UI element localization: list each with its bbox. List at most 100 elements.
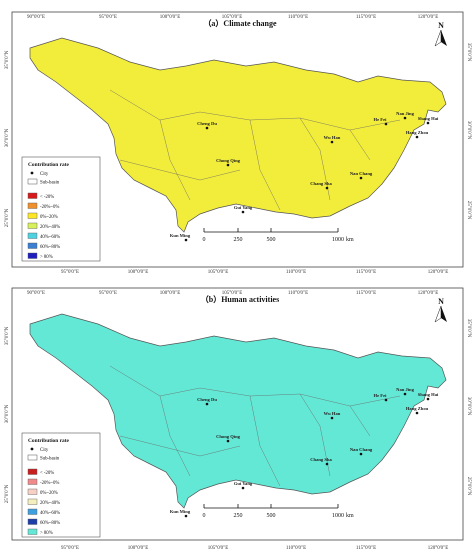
legend-class-label: 60%~80%	[40, 521, 60, 526]
city-label: Chong Qing	[216, 158, 241, 163]
city-dot	[325, 462, 329, 466]
city-label: Chang Sha	[310, 457, 332, 462]
legend-class-label: 20%~40%	[40, 225, 60, 230]
city-dot	[403, 116, 407, 120]
legend-sub-basin: Sub-basin	[40, 181, 60, 186]
city-dot	[226, 439, 230, 443]
scale-1000: 1000	[332, 513, 344, 519]
legend-swatch	[27, 508, 38, 515]
panel-human-activities: （b）Human activities	[5, 287, 471, 550]
city-markers: Cheng Du Chong Qing Gui Yang Kun Ming Wu Han…	[170, 111, 439, 242]
legend-class-label: 0%~20%	[40, 491, 58, 496]
left-tick-label: 25°0'0"N	[5, 484, 10, 503]
legend-swatch	[27, 468, 38, 475]
city-dot	[205, 402, 209, 406]
scale-1000: 1000	[332, 237, 344, 243]
city-dot	[359, 176, 363, 180]
city-label: Wu Han	[324, 411, 341, 416]
city-label: Kun Ming	[170, 233, 191, 238]
legend-class-label: 20%~40%	[40, 501, 60, 506]
graticule-labels: 90°0'0"E 95°0'0"E 100°0'0"E 105°0'0"E 110°0'…	[5, 15, 471, 275]
city-dot	[241, 486, 245, 490]
city-label: Gui Yang	[234, 481, 253, 486]
top-tick-label: 90°0'0"E	[27, 15, 45, 20]
bottom-tick-label: 120°0'0"E	[428, 546, 449, 550]
panel-title: （a）Climate change	[203, 18, 277, 28]
top-tick-label: 95°0'0"E	[99, 15, 117, 20]
sub-basin-boundaries	[109, 365, 401, 487]
city-dot	[426, 397, 430, 401]
left-tick-label: 30°0'0"N	[5, 404, 10, 423]
bottom-tick-label: 115°0'0"E	[356, 546, 376, 550]
city-label: He Fei	[374, 117, 388, 122]
legend-class-label: > 80%	[40, 531, 53, 536]
legend-title: Contribution rate	[28, 162, 69, 168]
legend-swatch	[27, 252, 38, 259]
city-label: Wu Han	[324, 135, 341, 140]
scale-500: 500	[267, 237, 276, 243]
scale-bar: 0 250 500 1000 km	[203, 504, 354, 519]
north-arrow: N	[434, 297, 447, 323]
city-label: Nan Jing	[396, 111, 414, 116]
legend: Contribution rate City Sub-basin < -20% -…	[21, 156, 101, 262]
bottom-tick-label: 95°0'0"E	[61, 270, 79, 275]
right-tick-label: 25°0'0"N	[466, 201, 471, 220]
city-label: Nan Chang	[350, 171, 373, 176]
legend-swatch	[27, 518, 38, 525]
city-dot	[241, 210, 245, 214]
top-tick-label: 95°0'0"E	[99, 291, 117, 296]
legend-class-label: 40%~60%	[40, 235, 60, 240]
bottom-tick-label: 115°0'0"E	[356, 270, 376, 275]
city-dot	[226, 163, 230, 167]
left-tick-label: 30°0'0"N	[5, 128, 10, 147]
city-dot	[403, 392, 407, 396]
city-markers: Cheng Du Chong Qing Gui Yang Kun Ming Wu Han…	[170, 387, 439, 518]
left-tick-label: 35°0'0"N	[5, 326, 10, 345]
legend-swatch	[27, 478, 38, 485]
bottom-tick-label: 105°0'0"E	[208, 270, 229, 275]
legend-sub-basin: Sub-basin	[40, 457, 60, 462]
bottom-tick-label: 105°0'0"E	[208, 546, 229, 550]
legend-class-label: 60%~80%	[40, 245, 60, 250]
legend-swatch	[27, 528, 38, 535]
north-arrow: N	[434, 21, 447, 47]
bottom-tick-label: 100°0'0"E	[128, 270, 149, 275]
right-tick-label: 30°0'0"N	[466, 397, 471, 416]
bottom-tick-label: 95°0'0"E	[61, 546, 79, 550]
legend-class-label: -20%~0%	[40, 205, 59, 210]
scale-unit: km	[346, 513, 354, 519]
left-tick-label: 25°0'0"N	[5, 208, 10, 227]
city-label: Shang Hai	[418, 392, 439, 397]
panel-title: （b）Human activities	[201, 294, 279, 304]
legend-title: Contribution rate	[28, 438, 69, 444]
north-label: N	[438, 297, 444, 306]
bottom-tick-label: 100°0'0"E	[128, 546, 149, 550]
city-label: Nan Jing	[396, 387, 414, 392]
legend-swatch	[27, 212, 38, 219]
city-dot	[426, 121, 430, 125]
legend-swatch	[27, 498, 38, 505]
top-tick-label: 110°0'0"E	[288, 291, 308, 296]
city-dot	[384, 398, 388, 402]
city-dot	[330, 416, 334, 420]
legend-swatch	[27, 488, 38, 495]
city-label: Chong Qing	[216, 434, 241, 439]
scale-bar: 0 250 500 1000 km	[203, 228, 354, 243]
left-tick-label: 35°0'0"N	[5, 50, 10, 69]
city-dot	[325, 186, 329, 190]
city-dot	[205, 126, 209, 130]
city-label: Chang Sha	[310, 181, 332, 186]
scale-250: 250	[234, 513, 243, 519]
legend-class-label: 40%~60%	[40, 511, 60, 516]
sub-basin-boundaries	[109, 89, 401, 211]
north-label: N	[438, 21, 444, 30]
legend-class-label: < -20%	[40, 471, 54, 476]
city-label: Kun Ming	[170, 509, 191, 514]
city-label: Nan Chang	[350, 447, 373, 452]
top-tick-label: 120°0'0"E	[418, 15, 439, 20]
right-tick-label: 35°0'0"N	[466, 43, 471, 62]
legend-class-label: -20%~0%	[40, 481, 59, 486]
panel-climate-change: （a）Climate change	[5, 11, 471, 275]
legend-swatch	[27, 232, 38, 239]
scale-0: 0	[203, 513, 206, 519]
